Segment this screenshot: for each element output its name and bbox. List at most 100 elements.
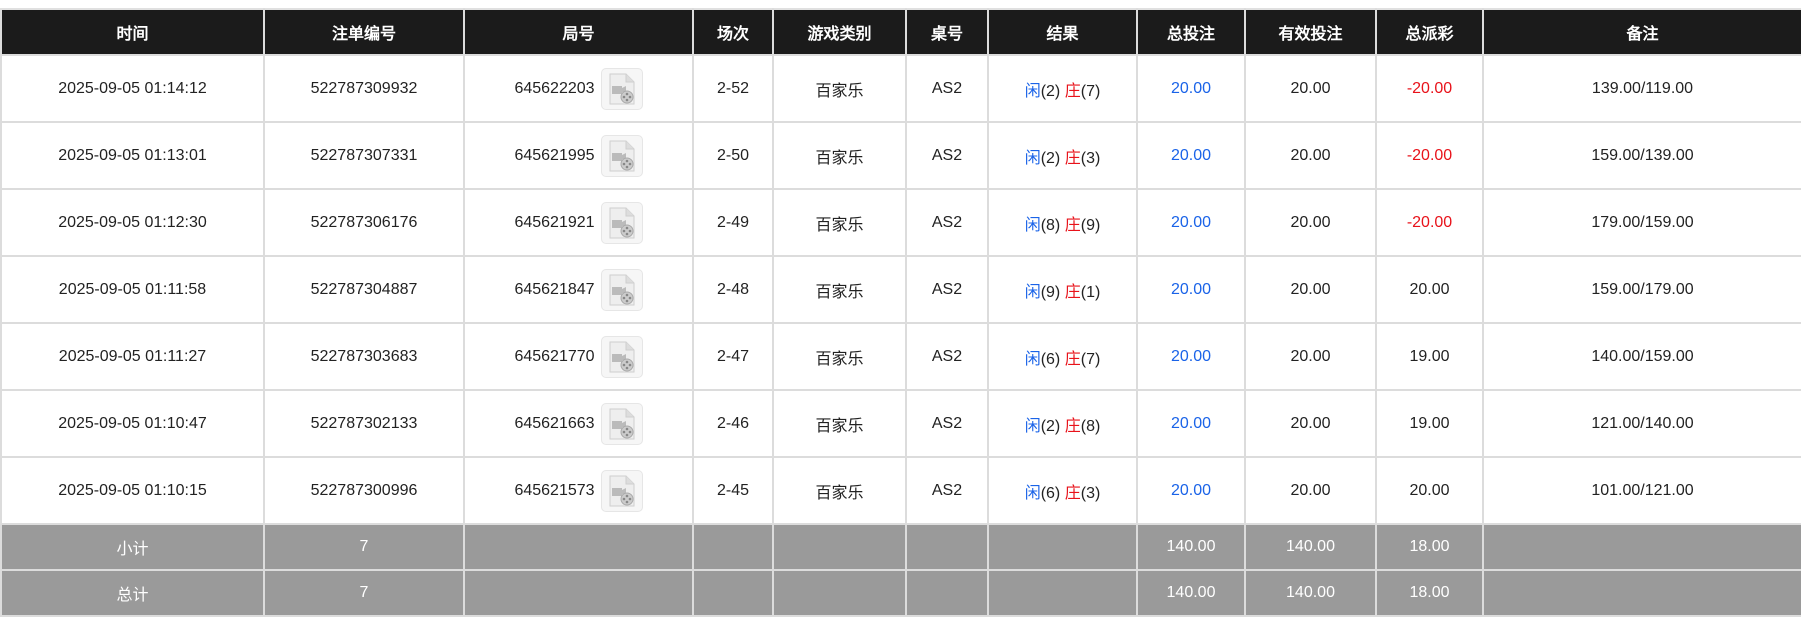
cell-bet-id: 522787302133 [263, 389, 465, 458]
column-header-result: 结果 [987, 8, 1138, 56]
cell-payout: 19.00 [1375, 389, 1484, 458]
cell-bet-id: 522787304887 [263, 255, 465, 324]
player-label: 闲 [1024, 216, 1041, 234]
video-file-icon[interactable] [600, 402, 643, 445]
cell-table-no: AS2 [905, 456, 989, 525]
total-total-bet: 140.00 [1136, 569, 1246, 617]
banker-label: 庄 [1064, 82, 1081, 100]
cell-note: 139.00/119.00 [1482, 54, 1801, 123]
cell-payout: -20.00 [1375, 121, 1484, 190]
cell-round: 645621921 [463, 188, 694, 257]
cell-round: 645621770 [463, 322, 694, 391]
cell-payout: 19.00 [1375, 322, 1484, 391]
video-file-icon[interactable] [600, 335, 643, 378]
round-number: 645621995 [514, 146, 595, 164]
banker-points: (7) [1080, 350, 1101, 368]
subtotal-row: 小计 7 140.00 140.00 18.00 [0, 523, 1801, 571]
cell-round: 645622203 [463, 54, 694, 123]
banker-label: 庄 [1064, 283, 1081, 301]
subtotal-total-bet: 140.00 [1136, 523, 1246, 571]
cell-time: 2025-09-05 01:13:01 [0, 121, 265, 190]
banker-points: (1) [1080, 283, 1101, 301]
empty-cell [772, 523, 907, 571]
empty-cell [692, 523, 774, 571]
video-file-icon[interactable] [600, 67, 643, 110]
cell-time: 2025-09-05 01:14:12 [0, 54, 265, 123]
banker-points: (8) [1080, 417, 1101, 435]
column-header-time: 时间 [0, 8, 265, 56]
player-points: (9) [1040, 283, 1061, 301]
banker-points: (3) [1080, 484, 1101, 502]
cell-payout: -20.00 [1375, 188, 1484, 257]
banker-label: 庄 [1064, 484, 1081, 502]
cell-shoe: 2-52 [692, 54, 774, 123]
empty-cell [905, 569, 989, 617]
banker-label: 庄 [1064, 216, 1081, 234]
round-number: 645621573 [514, 481, 595, 499]
cell-valid-bet: 20.00 [1244, 456, 1377, 525]
column-header-round: 局号 [463, 8, 694, 56]
cell-shoe: 2-48 [692, 255, 774, 324]
cell-valid-bet: 20.00 [1244, 255, 1377, 324]
subtotal-label: 小计 [0, 523, 265, 571]
banker-points: (7) [1080, 82, 1101, 100]
cell-shoe: 2-45 [692, 456, 774, 525]
cell-round: 645621663 [463, 389, 694, 458]
subtotal-valid-bet: 140.00 [1244, 523, 1377, 571]
table-row: 2025-09-05 01:10:15 522787300996 6456215… [0, 456, 1801, 525]
cell-time: 2025-09-05 01:11:58 [0, 255, 265, 324]
cell-round: 645621995 [463, 121, 694, 190]
cell-total-bet: 20.00 [1136, 121, 1246, 190]
total-count: 7 [263, 569, 465, 617]
cell-result: 闲(6) 庄(3) [987, 456, 1138, 525]
subtotal-payout: 18.00 [1375, 523, 1484, 571]
cell-game-type: 百家乐 [772, 54, 907, 123]
cell-table-no: AS2 [905, 322, 989, 391]
video-file-icon[interactable] [600, 134, 643, 177]
round-number: 645621663 [514, 414, 595, 432]
player-label: 闲 [1024, 283, 1041, 301]
cell-time: 2025-09-05 01:10:15 [0, 456, 265, 525]
table-row: 2025-09-05 01:13:01 522787307331 6456219… [0, 121, 1801, 190]
cell-shoe: 2-47 [692, 322, 774, 391]
cell-note: 159.00/139.00 [1482, 121, 1801, 190]
column-header-total-bet: 总投注 [1136, 8, 1246, 56]
cell-shoe: 2-50 [692, 121, 774, 190]
cell-payout: 20.00 [1375, 255, 1484, 324]
video-file-icon[interactable] [600, 268, 643, 311]
table-row: 2025-09-05 01:12:30 522787306176 6456219… [0, 188, 1801, 257]
empty-cell [463, 523, 694, 571]
cell-time: 2025-09-05 01:12:30 [0, 188, 265, 257]
cell-valid-bet: 20.00 [1244, 322, 1377, 391]
cell-shoe: 2-46 [692, 389, 774, 458]
video-file-icon[interactable] [600, 469, 643, 512]
cell-payout: 20.00 [1375, 456, 1484, 525]
total-payout: 18.00 [1375, 569, 1484, 617]
banker-label: 庄 [1064, 149, 1081, 167]
cell-total-bet: 20.00 [1136, 255, 1246, 324]
empty-cell [463, 569, 694, 617]
empty-cell [987, 569, 1138, 617]
player-label: 闲 [1024, 484, 1041, 502]
player-label: 闲 [1024, 350, 1041, 368]
video-file-icon[interactable] [600, 201, 643, 244]
cell-note: 140.00/159.00 [1482, 322, 1801, 391]
player-points: (8) [1040, 216, 1061, 234]
cell-game-type: 百家乐 [772, 255, 907, 324]
round-number: 645621770 [514, 347, 595, 365]
cell-total-bet: 20.00 [1136, 389, 1246, 458]
empty-cell [1482, 523, 1801, 571]
cell-note: 179.00/159.00 [1482, 188, 1801, 257]
cell-note: 121.00/140.00 [1482, 389, 1801, 458]
player-label: 闲 [1024, 417, 1041, 435]
player-label: 闲 [1024, 149, 1041, 167]
cell-result: 闲(8) 庄(9) [987, 188, 1138, 257]
cell-bet-id: 522787303683 [263, 322, 465, 391]
cell-bet-id: 522787309932 [263, 54, 465, 123]
banker-points: (9) [1080, 216, 1101, 234]
cell-payout: -20.00 [1375, 54, 1484, 123]
cell-game-type: 百家乐 [772, 188, 907, 257]
player-points: (6) [1040, 350, 1061, 368]
cell-time: 2025-09-05 01:11:27 [0, 322, 265, 391]
round-number: 645622203 [514, 79, 595, 97]
